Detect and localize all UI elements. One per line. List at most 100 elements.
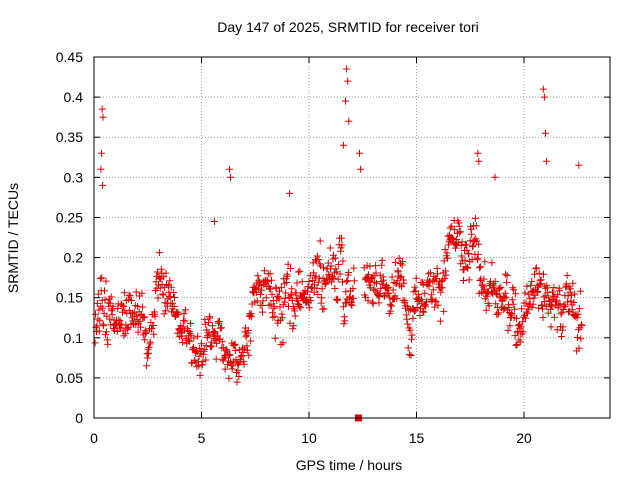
data-point: [451, 226, 459, 234]
data-point: [148, 325, 156, 333]
data-point: [185, 336, 193, 344]
data-point: [104, 340, 112, 348]
data-point: [550, 313, 558, 321]
data-point: [492, 300, 500, 308]
data-point: [96, 317, 104, 325]
data-point: [521, 289, 529, 297]
data-point: [313, 284, 321, 292]
data-point: [496, 284, 503, 292]
data-point: [181, 317, 189, 325]
data-point: [469, 242, 477, 250]
data-point: [245, 351, 253, 359]
data-point: [517, 323, 525, 331]
data-point: [331, 285, 339, 292]
data-point-spike: [575, 161, 583, 169]
data-point: [238, 352, 246, 359]
data-point: [212, 336, 220, 344]
data-point: [576, 287, 584, 295]
data-point: [91, 339, 99, 347]
data-point: [491, 286, 499, 294]
data-point: [101, 296, 109, 304]
data-point: [319, 305, 327, 313]
data-point: [276, 287, 283, 295]
data-point: [339, 278, 346, 286]
data-point: [420, 308, 428, 316]
data-point: [388, 302, 396, 310]
data-point: [511, 305, 519, 313]
data-point: [201, 320, 209, 328]
data-point: [384, 283, 392, 291]
data-point: [171, 294, 178, 301]
data-point: [389, 286, 397, 294]
data-point: [502, 293, 510, 301]
data-point: [535, 269, 543, 277]
data-point: [369, 274, 377, 282]
data-point: [307, 297, 315, 305]
data-point: [366, 262, 374, 270]
y-tick-label: 0.05: [56, 370, 83, 386]
data-point: [234, 366, 242, 374]
data-point: [485, 302, 493, 310]
data-point-spike: [344, 77, 352, 85]
data-point: [213, 339, 221, 347]
data-point: [406, 326, 414, 334]
data-point: [465, 249, 473, 257]
data-point: [240, 360, 248, 368]
data-point: [137, 323, 144, 331]
data-point: [284, 260, 292, 268]
data-point: [566, 285, 574, 293]
data-point: [212, 355, 220, 363]
data-point: [554, 291, 562, 299]
data-point: [120, 289, 128, 297]
data-point: [229, 362, 237, 370]
data-point: [125, 291, 133, 299]
data-point: [138, 303, 146, 311]
data-point: [444, 232, 452, 240]
data-point: [567, 291, 575, 299]
data-point: [216, 317, 223, 325]
data-point-spike: [342, 97, 349, 105]
data-point: [388, 273, 396, 281]
data-point: [312, 272, 320, 280]
data-point: [243, 346, 251, 354]
data-point: [338, 241, 346, 249]
data-point-spike: [98, 105, 106, 113]
data-point: [156, 284, 164, 292]
data-point: [141, 336, 149, 344]
data-point: [575, 305, 583, 313]
data-point: [271, 334, 279, 342]
data-point: [138, 289, 146, 297]
data-point: [421, 289, 429, 297]
data-point: [107, 293, 115, 301]
data-point: [217, 324, 225, 332]
data-point: [380, 276, 388, 284]
data-point: [516, 338, 524, 346]
data-point: [569, 279, 577, 287]
data-point: [218, 338, 226, 346]
data-point-spike: [339, 141, 347, 149]
data-point: [339, 303, 347, 311]
data-point: [523, 309, 531, 317]
data-point: [258, 286, 266, 294]
data-point: [476, 277, 484, 284]
data-point: [154, 268, 161, 276]
data-point: [444, 254, 451, 262]
data-point: [235, 373, 243, 380]
data-point: [134, 328, 142, 336]
data-point: [553, 296, 561, 304]
data-point: [376, 289, 384, 297]
data-point: [95, 306, 103, 314]
data-point: [170, 303, 178, 310]
x-tick-label: 5: [198, 430, 206, 446]
data-point: [343, 277, 351, 285]
data-point: [403, 315, 411, 323]
data-point: [575, 326, 582, 334]
data-point: [314, 278, 322, 286]
data-point: [348, 301, 356, 309]
data-point: [314, 291, 322, 298]
data-point: [488, 259, 496, 267]
data-point: [398, 283, 406, 291]
data-point: [225, 374, 233, 382]
data-point: [465, 276, 473, 284]
data-point: [349, 285, 357, 293]
